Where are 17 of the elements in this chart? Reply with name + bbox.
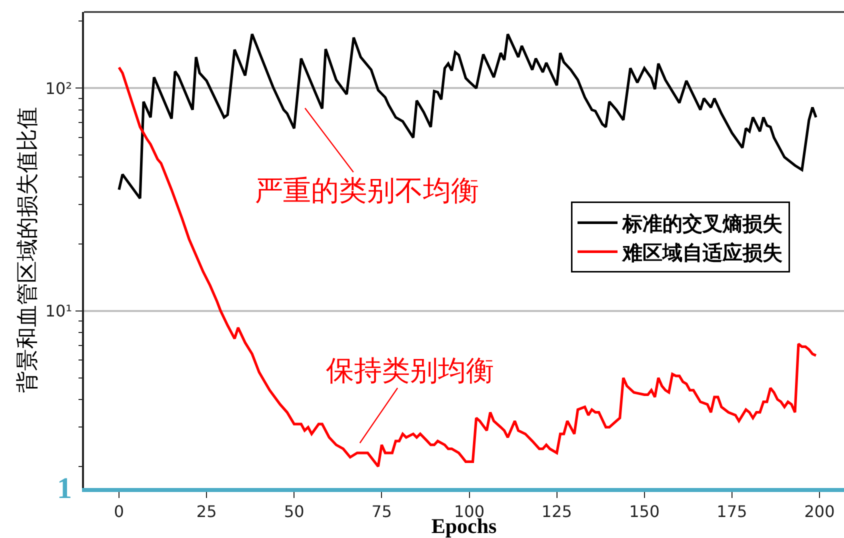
x-tick-label: 75 (372, 502, 392, 522)
legend-label: 难区域自适应损失 (622, 240, 783, 264)
annotation: 严重的类别不均衡 (255, 174, 479, 207)
legend-label: 标准的交叉熵损失 (622, 211, 783, 236)
x-tick-label: 125 (542, 502, 572, 522)
annotation: 保持类别均衡 (326, 354, 494, 387)
text: 1 (57, 472, 72, 505)
y-tick-label: 10² (45, 78, 72, 98)
x-tick-label: 50 (284, 502, 304, 522)
y-axis-title: 背景和血管区域的损失值比值 (16, 107, 41, 393)
x-tick-label: 200 (804, 502, 835, 522)
x-tick-label: 25 (196, 502, 217, 522)
x-tick-label: 0 (114, 502, 124, 522)
line-series (118, 66, 818, 468)
x-tick-label: 175 (716, 502, 748, 522)
y-tick-label: 10¹ (45, 301, 72, 320)
x-tick-label: 150 (629, 502, 660, 522)
